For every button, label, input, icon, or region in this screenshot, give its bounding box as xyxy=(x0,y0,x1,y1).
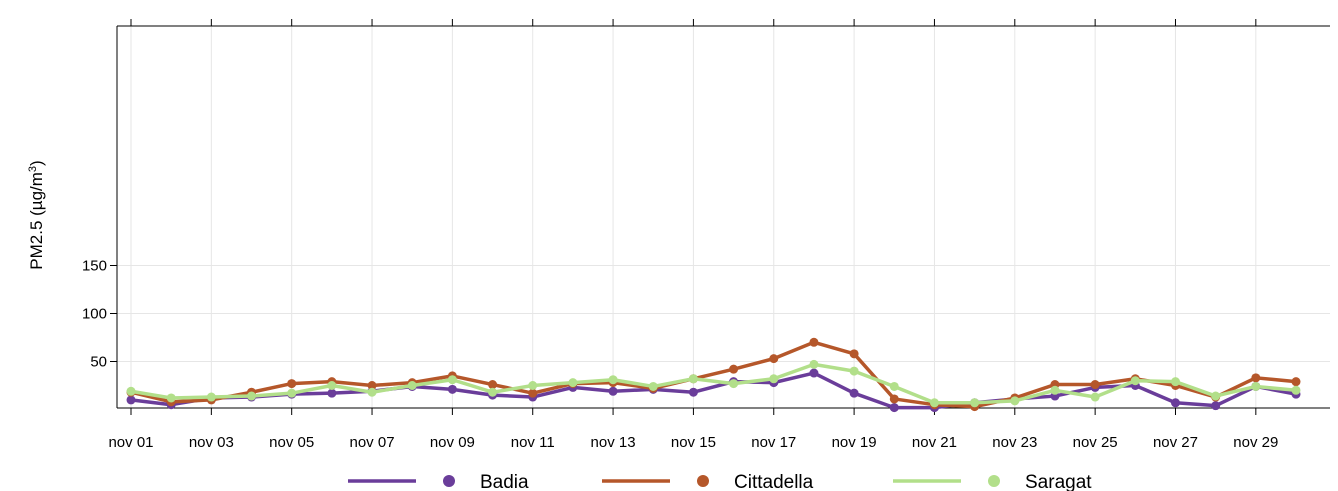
axes: 50 100 150 nov 01 nov 03 nov 05 nov 07 nov 09 no… xyxy=(82,19,1330,451)
x-tick-label: nov 11 xyxy=(511,434,555,451)
series-group xyxy=(126,337,1301,413)
legend-label: Saragat xyxy=(1025,472,1092,491)
data-point xyxy=(1010,396,1020,406)
legend-marker xyxy=(443,475,455,487)
data-point xyxy=(1251,381,1261,391)
data-point xyxy=(929,398,939,408)
data-point xyxy=(608,375,618,385)
data-point xyxy=(528,388,538,398)
data-point xyxy=(447,384,457,394)
y-tick-label: 150 xyxy=(82,258,107,275)
data-point xyxy=(327,381,337,390)
x-tick-label: nov 01 xyxy=(108,434,153,451)
data-point xyxy=(889,381,899,391)
data-point xyxy=(729,379,739,389)
x-tick-label: nov 27 xyxy=(1153,434,1198,451)
data-point xyxy=(1291,377,1301,387)
data-point xyxy=(688,374,698,384)
x-tick-label: nov 19 xyxy=(832,434,877,451)
data-point xyxy=(648,381,658,391)
data-point xyxy=(126,395,136,405)
y-tick-label: 100 xyxy=(82,306,107,323)
x-tick-label: nov 05 xyxy=(269,434,314,451)
data-point xyxy=(247,391,257,401)
x-tick-label: nov 09 xyxy=(430,434,475,451)
legend: Badia Cittadella Saragat xyxy=(348,472,1092,491)
legend-label: Badia xyxy=(480,472,529,491)
data-point xyxy=(849,349,859,359)
legend-marker xyxy=(697,475,709,487)
series-cittadella xyxy=(126,337,1301,412)
legend-item-saragat: Saragat xyxy=(893,472,1092,491)
x-tick-label: nov 23 xyxy=(992,434,1037,451)
data-point xyxy=(809,337,819,347)
legend-label: Cittadella xyxy=(734,472,814,491)
data-point xyxy=(367,381,377,390)
x-tick-label: nov 13 xyxy=(591,434,636,451)
data-point xyxy=(206,392,216,402)
data-point xyxy=(1050,385,1060,395)
data-point xyxy=(1170,377,1180,387)
data-point xyxy=(287,388,297,398)
legend-marker xyxy=(988,475,1000,487)
data-point xyxy=(568,378,578,388)
series-line xyxy=(130,340,1297,409)
data-point xyxy=(849,366,859,376)
data-point xyxy=(809,368,819,378)
data-point xyxy=(1130,376,1140,386)
series-line xyxy=(130,362,1297,405)
data-point xyxy=(769,374,779,384)
data-point xyxy=(447,375,457,385)
data-point xyxy=(809,359,819,369)
x-tick-label: nov 03 xyxy=(189,434,234,451)
data-point xyxy=(407,381,417,390)
legend-item-badia: Badia xyxy=(348,472,529,491)
data-point xyxy=(528,381,538,390)
legend-item-cittadella: Cittadella xyxy=(602,472,814,491)
data-point xyxy=(126,386,136,396)
data-point xyxy=(970,398,980,408)
x-tick-label: nov 21 xyxy=(912,434,957,451)
data-point xyxy=(327,388,337,398)
x-tick-label: nov 29 xyxy=(1233,434,1278,451)
data-point xyxy=(688,387,698,397)
data-point xyxy=(769,354,779,364)
data-point xyxy=(1090,392,1100,402)
data-point xyxy=(287,379,297,389)
y-axis-label: PM2.5 (µg/m3) xyxy=(27,160,46,269)
data-point xyxy=(166,393,176,403)
data-point xyxy=(488,387,498,397)
data-point xyxy=(1090,380,1100,390)
data-point xyxy=(1291,385,1301,395)
data-point xyxy=(608,386,618,396)
data-point xyxy=(1211,391,1221,401)
data-point xyxy=(367,387,377,397)
x-tick-label: nov 17 xyxy=(751,434,796,451)
data-point xyxy=(849,388,859,398)
x-tick-label: nov 07 xyxy=(350,434,395,451)
data-point xyxy=(729,364,739,374)
data-point xyxy=(889,403,899,413)
data-point xyxy=(889,394,899,404)
y-tick-label: 50 xyxy=(90,354,107,371)
data-point xyxy=(1211,401,1221,411)
x-tick-label: nov 15 xyxy=(671,434,716,451)
series-line xyxy=(130,371,1297,410)
data-point xyxy=(1251,373,1261,383)
data-point xyxy=(1170,398,1180,408)
grid-lines xyxy=(117,26,1330,408)
x-tick-label: nov 25 xyxy=(1073,434,1118,451)
data-point xyxy=(488,380,498,390)
series-saragat xyxy=(126,359,1301,408)
